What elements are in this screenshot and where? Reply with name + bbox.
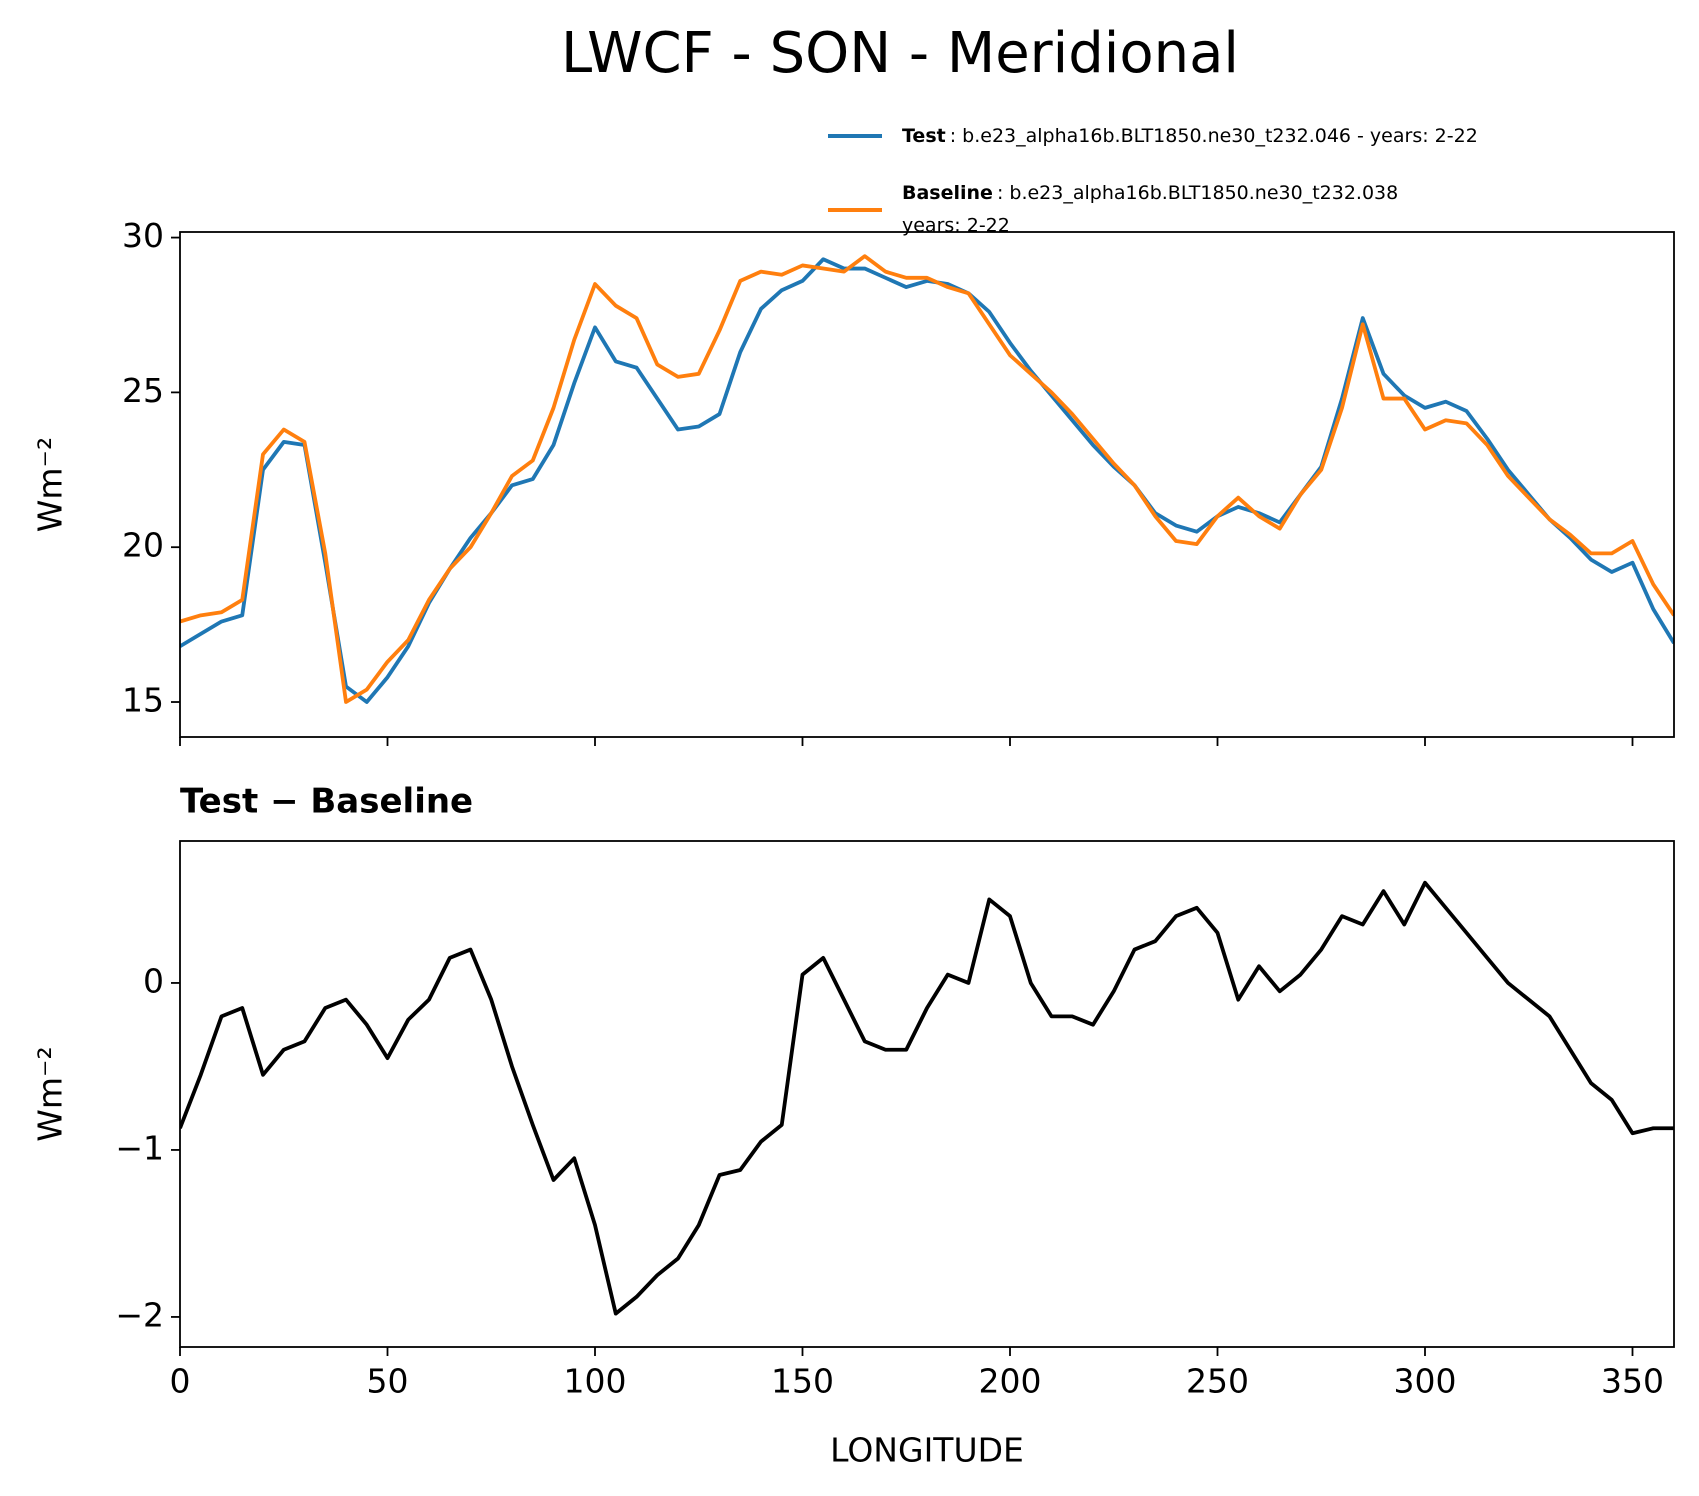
figure-title: LWCF - SON - Meridional	[561, 21, 1239, 86]
data-line	[180, 257, 1674, 704]
legend-detail: : b.e23_alpha16b.BLT1850.ne30_t232.038	[997, 182, 1398, 204]
x-tick-label: 200	[979, 1362, 1042, 1401]
axes-frame	[179, 231, 1675, 738]
legend-label: Test: b.e23_alpha16b.BLT1850.ne30_t232.0…	[902, 125, 1478, 147]
legend-detail: : b.e23_alpha16b.BLT1850.ne30_t232.046 -…	[950, 125, 1478, 147]
x-tick-label: 100	[564, 1362, 627, 1401]
y-tick-label: 30	[122, 216, 164, 255]
y-tick-label: 0	[143, 961, 164, 1000]
x-tick-label: 250	[1186, 1362, 1249, 1401]
y-tick-label: −2	[115, 1295, 164, 1334]
legend-name: Baseline	[902, 182, 993, 204]
y-axis-label: Wm⁻²	[31, 1046, 70, 1141]
y-tick-label: 15	[122, 681, 164, 720]
x-tick-label: 300	[1394, 1362, 1457, 1401]
y-tick-label: −1	[115, 1128, 164, 1167]
data-line	[180, 254, 1674, 704]
x-tick-label: 350	[1601, 1362, 1664, 1401]
legend-label: Baseline: b.e23_alpha16b.BLT1850.ne30_t2…	[902, 182, 1398, 204]
legend-detail: years: 2-22	[902, 215, 1010, 237]
axes-title: Test − Baseline	[180, 782, 473, 822]
axes-frame	[179, 840, 1675, 1348]
y-tick-label: 25	[122, 371, 164, 410]
data-line	[180, 880, 1674, 1316]
y-axis-label: Wm⁻²	[31, 437, 70, 532]
y-tick-label: 20	[122, 526, 164, 565]
legend-name: Test	[902, 125, 946, 147]
x-tick-label: 0	[170, 1362, 191, 1401]
x-axis-label: LONGITUDE	[830, 1431, 1024, 1470]
x-tick-label: 150	[771, 1362, 834, 1401]
x-tick-label: 50	[367, 1362, 409, 1401]
